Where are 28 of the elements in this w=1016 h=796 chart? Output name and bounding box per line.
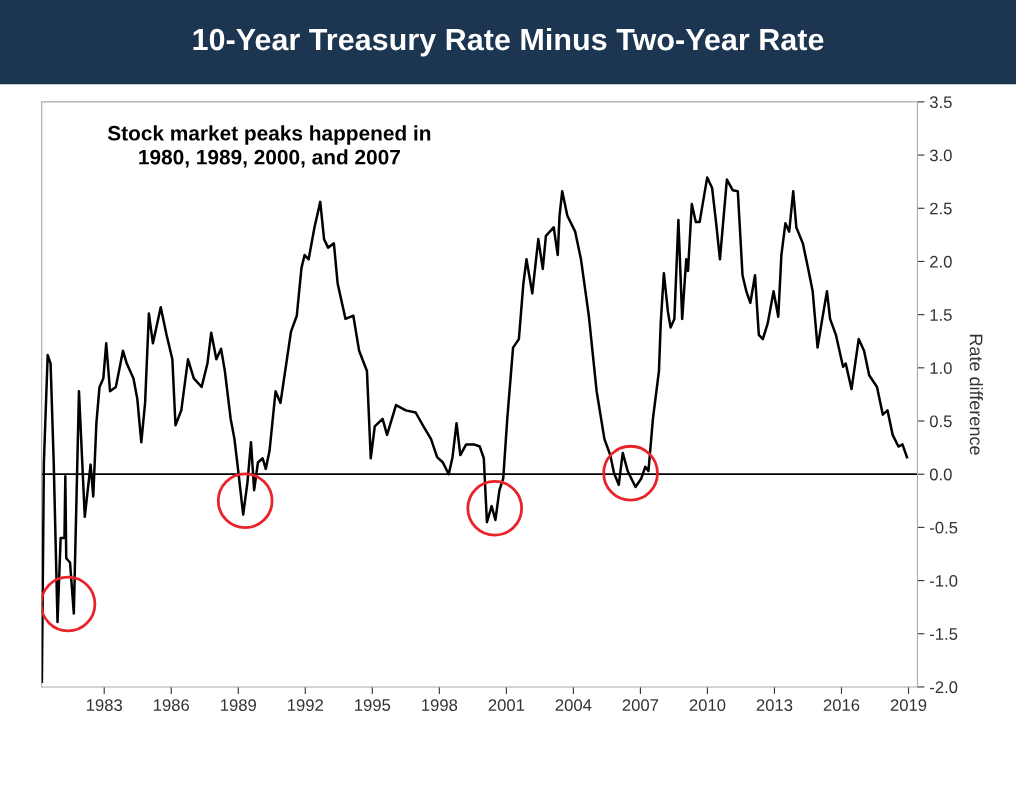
x-tick-label: 1983 — [86, 699, 123, 711]
y-tick-label: 3.5 — [929, 96, 952, 109]
y-tick-label: 2.0 — [930, 255, 952, 268]
y-tick-label: 1.0 — [930, 362, 952, 375]
chart-title: 10-Year Treasury Rate Minus Two-Year Rate — [193, 27, 824, 57]
y-axis-title: Rate difference — [969, 334, 983, 455]
x-tick-label: 2007 — [622, 699, 659, 711]
y-tick-label: 0.5 — [929, 415, 952, 428]
y-tick-label: 3.0 — [929, 149, 952, 162]
x-tick-label: 2019 — [890, 699, 927, 711]
y-tick-label: -1.0 — [929, 574, 958, 587]
x-tick-label: 1986 — [153, 699, 190, 711]
x-tick-label: 1995 — [355, 699, 391, 711]
y-tick-label: 2.5 — [930, 202, 952, 215]
y-tick-label: 0.0 — [929, 468, 952, 481]
x-tick-label: 2010 — [689, 699, 726, 711]
y-tick-label: 1.5 — [930, 309, 952, 321]
x-tick-label: 1992 — [288, 699, 323, 711]
x-tick-label: 2004 — [555, 699, 592, 711]
y-tick-label: -0.5 — [929, 521, 958, 534]
x-tick-label: 2013 — [756, 699, 793, 711]
x-tick-label: 1989 — [221, 699, 257, 711]
y-tick-label: -1.5 — [929, 628, 958, 640]
x-tick-label: 2001 — [488, 699, 525, 711]
x-tick-label: 2016 — [823, 699, 860, 711]
annotation: Stock market peaks happened in 1980, 1989, 2000, and 2007 — [107, 125, 431, 168]
x-tick-label: 1998 — [422, 699, 458, 711]
y-tick-label: -2.0 — [929, 681, 958, 694]
